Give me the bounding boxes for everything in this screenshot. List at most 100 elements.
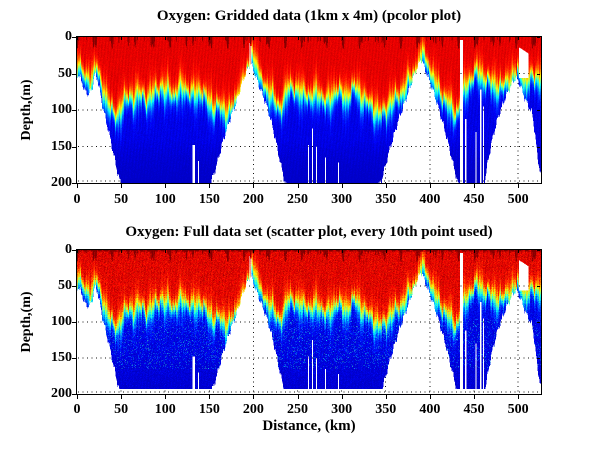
y-tick-label: 200 bbox=[51, 386, 72, 401]
x-tick-mark bbox=[474, 395, 475, 399]
x-tick-mark-top bbox=[77, 37, 78, 40]
plot2-xlabel: Distance, (km) bbox=[262, 418, 356, 434]
y-tick-label: 50 bbox=[58, 66, 72, 81]
x-tick-mark bbox=[209, 184, 210, 188]
x-tick-mark-top bbox=[253, 37, 254, 40]
x-tick-label: 250 bbox=[287, 402, 309, 417]
y-tick-label: 150 bbox=[51, 350, 72, 365]
x-tick-label: 0 bbox=[73, 192, 81, 207]
x-tick-mark-top bbox=[474, 37, 475, 40]
x-tick-mark bbox=[165, 184, 166, 188]
x-tick-label: 450 bbox=[463, 402, 485, 417]
x-tick-mark bbox=[253, 184, 254, 188]
x-tick-label: 500 bbox=[507, 402, 529, 417]
y-tick-mark-right bbox=[537, 358, 540, 359]
plot1-axes bbox=[76, 36, 542, 184]
x-tick-label: 100 bbox=[154, 402, 176, 417]
y-tick-mark bbox=[72, 250, 76, 251]
x-tick-label: 100 bbox=[154, 192, 176, 207]
y-tick-mark bbox=[72, 394, 76, 395]
y-tick-label: 0 bbox=[65, 29, 72, 44]
x-tick-mark-top bbox=[77, 250, 78, 253]
x-tick-mark-top bbox=[430, 250, 431, 253]
plot2-title: Oxygen: Full data set (scatter plot, eve… bbox=[125, 224, 493, 240]
x-tick-mark-top bbox=[386, 37, 387, 40]
y-tick-mark-right bbox=[537, 183, 540, 184]
x-tick-label: 150 bbox=[198, 192, 220, 207]
x-tick-mark-top bbox=[209, 37, 210, 40]
x-tick-label: 200 bbox=[242, 192, 264, 207]
x-tick-mark-top bbox=[298, 37, 299, 40]
x-tick-mark bbox=[121, 395, 122, 399]
x-tick-mark bbox=[77, 184, 78, 188]
y-tick-mark-right bbox=[537, 250, 540, 251]
x-tick-mark bbox=[430, 395, 431, 399]
x-tick-mark bbox=[386, 395, 387, 399]
x-tick-mark bbox=[386, 184, 387, 188]
x-tick-mark-top bbox=[518, 37, 519, 40]
y-tick-mark bbox=[72, 322, 76, 323]
x-tick-mark-top bbox=[253, 250, 254, 253]
y-tick-mark-right bbox=[537, 110, 540, 111]
y-tick-mark bbox=[72, 183, 76, 184]
x-tick-label: 0 bbox=[73, 402, 81, 417]
y-tick-mark-right bbox=[537, 74, 540, 75]
x-tick-mark bbox=[253, 395, 254, 399]
plot1-pcolor-canvas bbox=[77, 37, 541, 183]
x-tick-label: 200 bbox=[242, 402, 264, 417]
x-tick-mark bbox=[342, 184, 343, 188]
y-tick-mark bbox=[72, 74, 76, 75]
y-tick-mark bbox=[72, 37, 76, 38]
x-tick-mark bbox=[298, 395, 299, 399]
x-tick-mark-top bbox=[209, 250, 210, 253]
x-tick-mark-top bbox=[386, 250, 387, 253]
plot1-title: Oxygen: Gridded data (1km x 4m) (pcolor … bbox=[156, 8, 462, 24]
x-tick-mark-top bbox=[474, 250, 475, 253]
x-tick-mark-top bbox=[518, 250, 519, 253]
y-tick-mark-right bbox=[537, 322, 540, 323]
x-tick-mark-top bbox=[165, 37, 166, 40]
y-tick-mark-right bbox=[537, 394, 540, 395]
x-tick-label: 500 bbox=[507, 192, 529, 207]
x-tick-mark bbox=[342, 395, 343, 399]
x-tick-mark-top bbox=[121, 250, 122, 253]
x-tick-label: 50 bbox=[114, 402, 129, 417]
x-tick-label: 350 bbox=[375, 192, 397, 207]
x-tick-mark-top bbox=[342, 37, 343, 40]
y-tick-mark-right bbox=[537, 37, 540, 38]
x-tick-mark bbox=[474, 184, 475, 188]
x-tick-mark bbox=[165, 395, 166, 399]
x-tick-mark bbox=[77, 395, 78, 399]
y-tick-mark-right bbox=[537, 147, 540, 148]
y-tick-label: 200 bbox=[51, 175, 72, 190]
x-tick-label: 400 bbox=[419, 402, 441, 417]
y-tick-mark bbox=[72, 358, 76, 359]
x-tick-mark bbox=[430, 184, 431, 188]
x-tick-mark-top bbox=[342, 250, 343, 253]
y-tick-mark-right bbox=[537, 286, 540, 287]
x-tick-mark bbox=[298, 184, 299, 188]
y-tick-label: 100 bbox=[51, 314, 72, 329]
x-tick-label: 300 bbox=[331, 402, 353, 417]
x-tick-mark-top bbox=[298, 250, 299, 253]
y-tick-mark bbox=[72, 286, 76, 287]
y-tick-mark bbox=[72, 147, 76, 148]
x-tick-mark-top bbox=[121, 37, 122, 40]
plot2-scatter-canvas bbox=[77, 250, 541, 394]
y-tick-label: 50 bbox=[58, 278, 72, 293]
x-tick-mark bbox=[518, 184, 519, 188]
x-tick-label: 350 bbox=[375, 402, 397, 417]
x-tick-mark bbox=[121, 184, 122, 188]
x-tick-label: 300 bbox=[331, 192, 353, 207]
x-tick-label: 450 bbox=[463, 192, 485, 207]
x-tick-label: 150 bbox=[198, 402, 220, 417]
x-tick-label: 400 bbox=[419, 192, 441, 207]
x-tick-mark bbox=[209, 395, 210, 399]
x-tick-label: 250 bbox=[287, 192, 309, 207]
x-tick-mark-top bbox=[430, 37, 431, 40]
y-tick-mark bbox=[72, 110, 76, 111]
plot2-axes bbox=[76, 249, 542, 395]
x-tick-label: 50 bbox=[114, 192, 129, 207]
x-tick-mark-top bbox=[165, 250, 166, 253]
